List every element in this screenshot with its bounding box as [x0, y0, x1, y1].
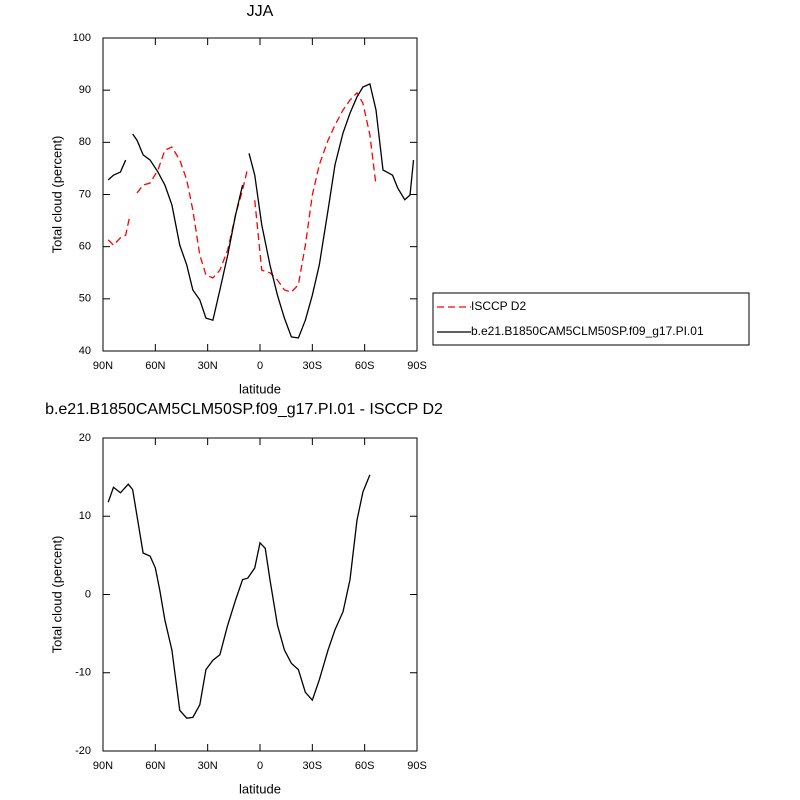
x-tick-label: 90N — [93, 760, 113, 772]
x-tick-label: 60S — [355, 760, 375, 772]
y-tick-label: 80 — [79, 136, 91, 148]
y-tick-label: 40 — [79, 345, 91, 357]
data-line — [107, 82, 415, 339]
y-tick-label: -10 — [75, 667, 91, 679]
y-tick-label: 60 — [79, 241, 91, 253]
x-tick-label: 90S — [407, 760, 427, 772]
legend-box — [432, 292, 750, 346]
x-tick-label: 90N — [93, 360, 113, 372]
x-tick-label: 30N — [198, 760, 218, 772]
y-tick-label: 100 — [73, 32, 91, 44]
chart-title: b.e21.B1850CAM5CLM50SP.f09_g17.PI.01 - I… — [45, 401, 443, 418]
y-tick-label: -20 — [75, 745, 91, 757]
x-tick-label: 0 — [257, 760, 263, 772]
x-tick-label: 30S — [303, 760, 323, 772]
x-tick-label: 60S — [355, 360, 375, 372]
data-line — [107, 474, 371, 719]
y-tick-label: 20 — [79, 432, 91, 444]
legend-label: ISCCP D2 — [471, 299, 526, 313]
data-line — [107, 91, 377, 293]
y-tick-label: 90 — [79, 84, 91, 96]
x-tick-label: 0 — [257, 360, 263, 372]
x-tick-label: 60N — [145, 760, 165, 772]
x-tick-label: 60N — [145, 360, 165, 372]
legend-label: b.e21.B1850CAM5CLM50SP.f09_g17.PI.01 — [471, 324, 704, 338]
chart-title: JJA — [247, 3, 274, 20]
y-tick-label: 50 — [79, 293, 91, 305]
y-tick-label: 0 — [85, 588, 91, 600]
y-tick-label: 10 — [79, 510, 91, 522]
x-axis-title: latitude — [239, 381, 281, 396]
y-tick-label: 70 — [79, 188, 91, 200]
y-axis-title: Total cloud (percent) — [49, 136, 64, 254]
y-axis-title: Total cloud (percent) — [49, 536, 64, 654]
x-tick-label: 30S — [303, 360, 323, 372]
x-tick-label: 90S — [407, 360, 427, 372]
x-tick-label: 30N — [198, 360, 218, 372]
plot-frame — [102, 437, 418, 752]
x-axis-title: latitude — [239, 781, 281, 796]
